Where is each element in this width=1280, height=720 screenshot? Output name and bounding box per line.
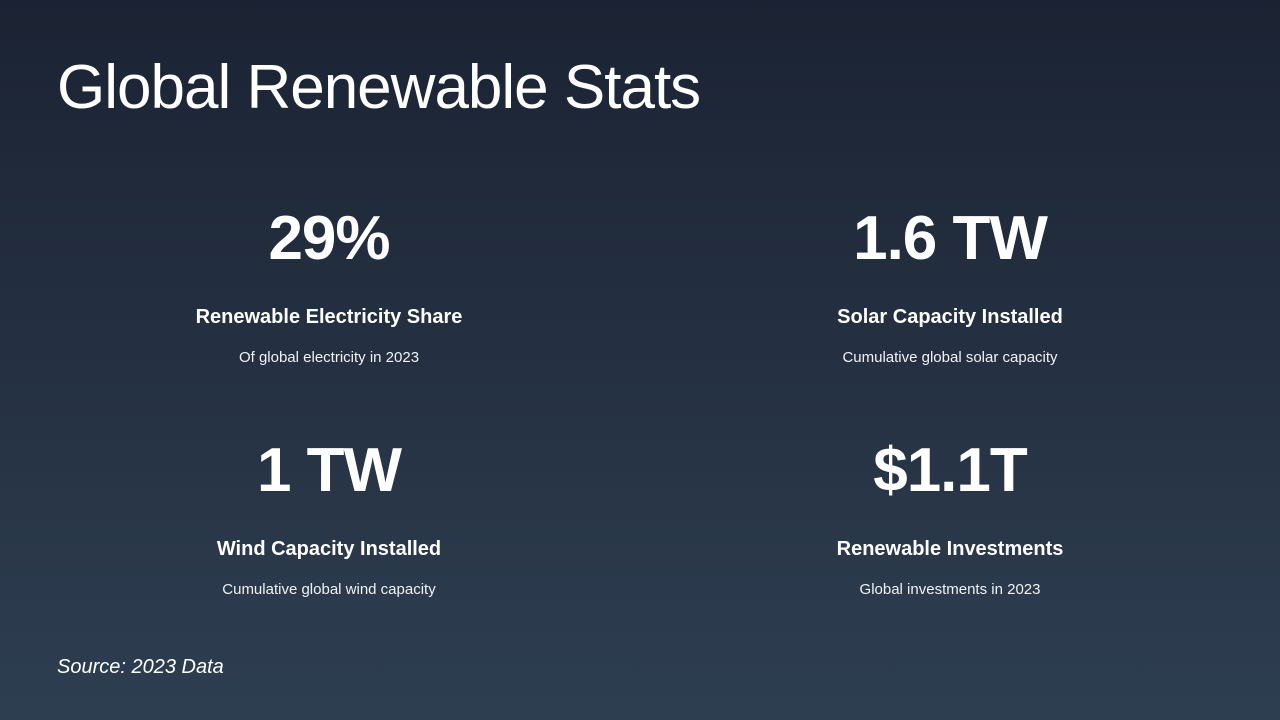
stat-label: Wind Capacity Installed bbox=[216, 538, 442, 560]
stat-value: 1 TW bbox=[256, 436, 402, 505]
stat-description: Cumulative global solar capacity bbox=[842, 349, 1058, 366]
stat-value: 29% bbox=[268, 204, 390, 273]
stat-description: Of global electricity in 2023 bbox=[238, 349, 420, 366]
stat-card-wind-capacity: 1 TW Wind Capacity Installed Cumulative … bbox=[69, 436, 589, 599]
stat-description: Global investments in 2023 bbox=[859, 581, 1041, 598]
stat-card-investments: $1.1T Renewable Investments Global inves… bbox=[690, 436, 1210, 599]
stat-card-renewable-share: 29% Renewable Electricity Share Of globa… bbox=[69, 204, 589, 367]
stat-value: 1.6 TW bbox=[853, 204, 1048, 273]
stat-label: Solar Capacity Installed bbox=[837, 306, 1063, 328]
stat-value: $1.1T bbox=[873, 436, 1028, 505]
stat-label: Renewable Electricity Share bbox=[195, 306, 463, 328]
stat-card-solar-capacity: 1.6 TW Solar Capacity Installed Cumulati… bbox=[690, 204, 1210, 367]
slide-title: Global Renewable Stats bbox=[57, 53, 701, 122]
stat-label: Renewable Investments bbox=[836, 538, 1064, 560]
source-note: Source: 2023 Data bbox=[57, 656, 224, 678]
stat-description: Cumulative global wind capacity bbox=[222, 581, 436, 598]
